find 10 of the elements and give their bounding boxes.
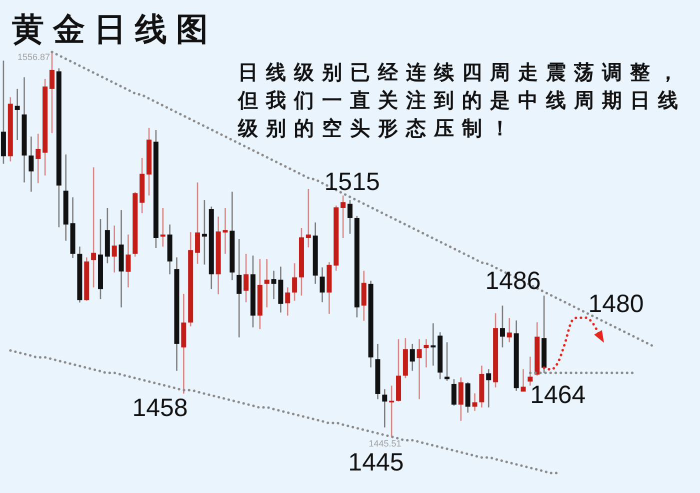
- annotation: 1515: [324, 168, 380, 196]
- annotation: 1445.51: [368, 438, 402, 449]
- annotation: 1556.87: [17, 52, 50, 62]
- chart-title: 黄金日线图: [12, 10, 217, 48]
- annotation: 1458: [132, 394, 188, 422]
- annotation: 日线级别已经连续四周走震荡调整，但我们一直关注到的是中线周期日线级别的空头形态压制！: [238, 59, 687, 142]
- annotation: 1486: [485, 267, 541, 295]
- annotation: 1480: [588, 290, 644, 318]
- annotation: 1445: [348, 448, 404, 476]
- annotation: 1464: [530, 380, 586, 409]
